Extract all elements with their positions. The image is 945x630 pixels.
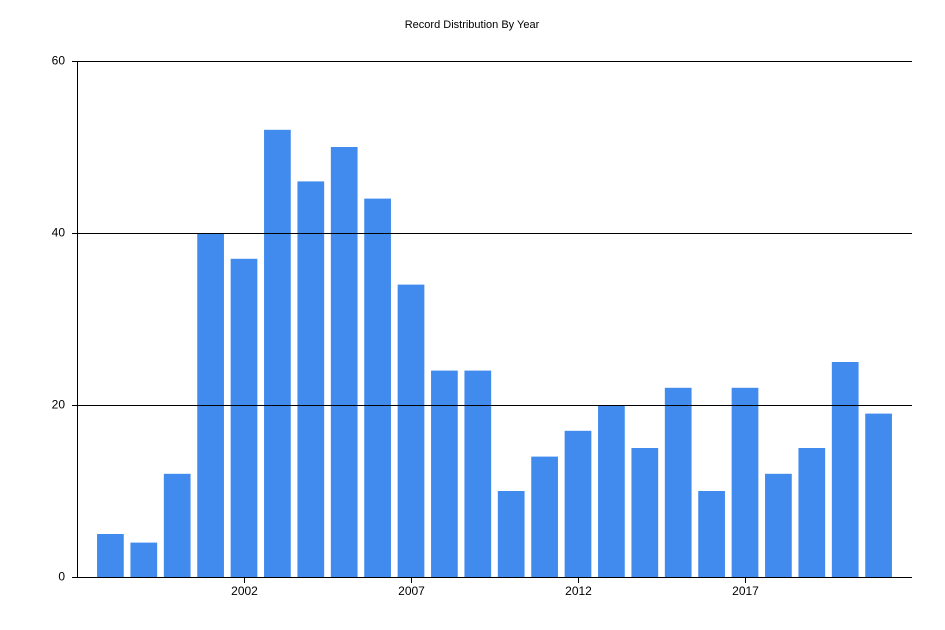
bar bbox=[765, 473, 792, 577]
x-tick-label: 2017 bbox=[732, 584, 759, 598]
bar bbox=[230, 258, 258, 577]
bar bbox=[297, 181, 325, 577]
bar bbox=[731, 387, 759, 577]
bar bbox=[264, 129, 291, 578]
bar bbox=[330, 147, 358, 577]
bar bbox=[163, 473, 191, 577]
bar bbox=[531, 456, 558, 577]
bar bbox=[397, 284, 425, 577]
bar bbox=[831, 362, 859, 577]
y-tick-label: 40 bbox=[52, 226, 66, 240]
y-tick-label: 60 bbox=[52, 54, 66, 68]
bar bbox=[564, 430, 592, 577]
chart-title: Record Distribution By Year bbox=[405, 19, 540, 31]
x-tick-label: 2007 bbox=[398, 584, 425, 598]
bar bbox=[464, 370, 492, 577]
bar bbox=[631, 448, 659, 577]
bar bbox=[431, 370, 458, 577]
y-tick-label: 20 bbox=[52, 398, 66, 412]
bar bbox=[130, 542, 158, 577]
bar bbox=[698, 491, 725, 577]
x-tick-label: 2002 bbox=[231, 584, 258, 598]
bar bbox=[664, 387, 692, 577]
bar bbox=[798, 448, 826, 577]
bar bbox=[364, 198, 391, 577]
y-tick-label: 0 bbox=[58, 570, 65, 584]
bar bbox=[497, 491, 525, 577]
x-tick-label: 2012 bbox=[565, 584, 592, 598]
bar bbox=[865, 413, 892, 577]
bar bbox=[598, 405, 625, 577]
bar bbox=[97, 534, 124, 577]
